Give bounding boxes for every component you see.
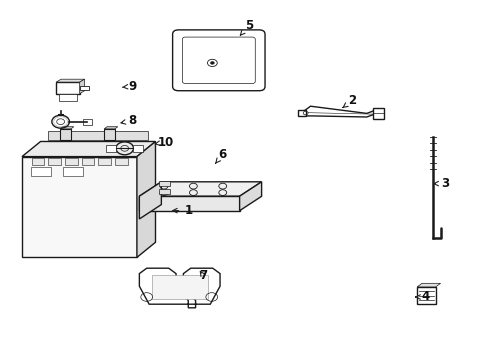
Bar xyxy=(22,157,137,257)
Polygon shape xyxy=(372,108,383,119)
Bar xyxy=(31,167,51,176)
Text: 8: 8 xyxy=(121,114,136,127)
FancyBboxPatch shape xyxy=(182,37,255,84)
Polygon shape xyxy=(80,79,84,94)
Text: 3: 3 xyxy=(433,177,448,190)
Text: 9: 9 xyxy=(122,80,136,93)
Polygon shape xyxy=(139,268,220,308)
Bar xyxy=(62,167,83,176)
Circle shape xyxy=(210,62,214,64)
Bar xyxy=(104,129,115,140)
Polygon shape xyxy=(139,182,261,196)
Bar xyxy=(60,129,71,140)
Polygon shape xyxy=(139,182,161,219)
Bar xyxy=(115,158,127,165)
Polygon shape xyxy=(59,94,77,101)
Polygon shape xyxy=(416,283,440,287)
Bar xyxy=(151,275,207,299)
Bar xyxy=(81,158,94,165)
Polygon shape xyxy=(48,131,148,140)
Text: 1: 1 xyxy=(172,204,192,217)
Text: 7: 7 xyxy=(199,269,206,282)
Bar xyxy=(416,287,435,304)
Bar xyxy=(56,82,80,94)
Text: 10: 10 xyxy=(155,136,174,149)
Bar xyxy=(83,119,92,125)
Bar xyxy=(159,181,170,186)
Bar xyxy=(48,158,61,165)
Polygon shape xyxy=(137,141,155,257)
Bar xyxy=(80,86,88,90)
Text: 5: 5 xyxy=(240,19,253,35)
Polygon shape xyxy=(298,110,305,116)
Polygon shape xyxy=(22,141,155,157)
Polygon shape xyxy=(239,182,261,211)
Bar xyxy=(133,145,143,152)
Bar xyxy=(65,158,78,165)
Polygon shape xyxy=(56,79,84,82)
Bar xyxy=(32,158,44,165)
Text: 6: 6 xyxy=(215,148,226,163)
Bar xyxy=(106,145,116,152)
Polygon shape xyxy=(60,127,74,129)
Text: 2: 2 xyxy=(342,94,355,108)
Polygon shape xyxy=(104,127,118,129)
Bar xyxy=(159,189,170,194)
Polygon shape xyxy=(139,196,239,211)
Text: 4: 4 xyxy=(415,291,428,303)
Bar xyxy=(98,158,111,165)
Polygon shape xyxy=(303,106,376,117)
FancyBboxPatch shape xyxy=(172,30,264,91)
